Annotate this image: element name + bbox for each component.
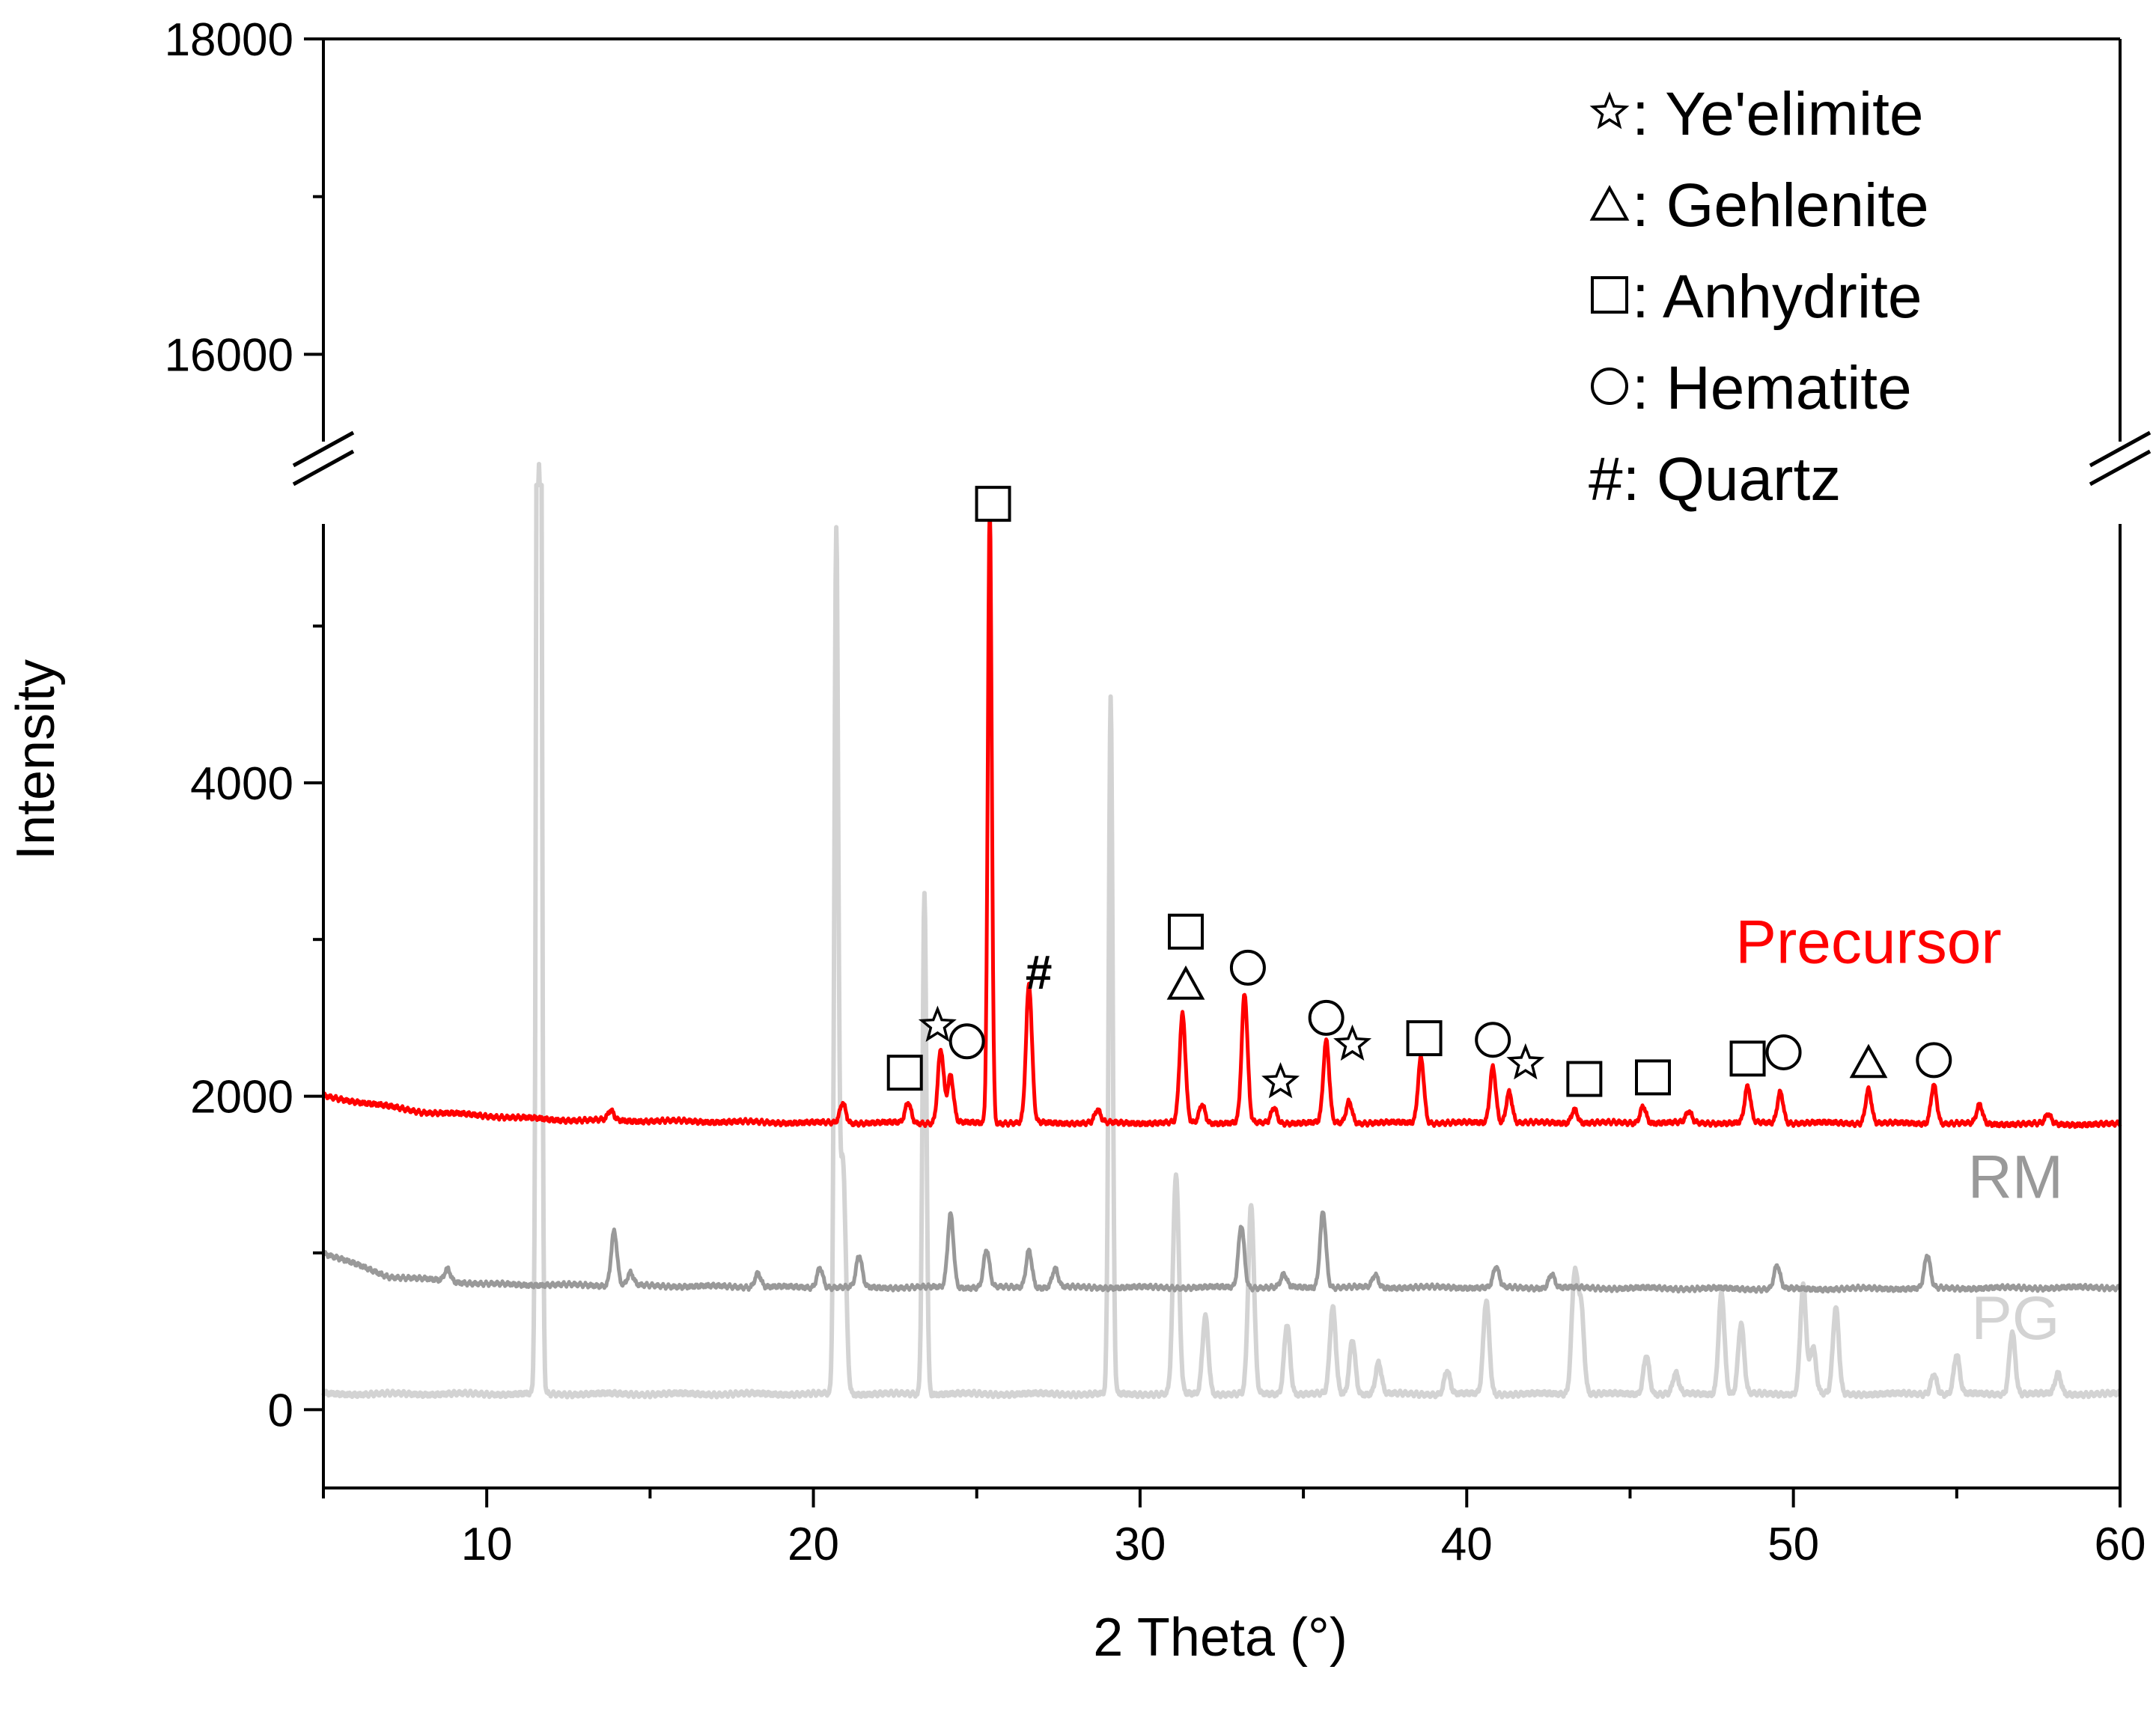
hematite-circle-icon xyxy=(1308,999,1345,1036)
yeelimite-star-icon xyxy=(1506,1043,1545,1080)
series-label-pg: PG xyxy=(1971,1284,2059,1353)
peak-annotations: # xyxy=(886,486,1952,1099)
axes: 10 20 30 40 50 60 0 2000 4000 16000 18000 xyxy=(165,14,2152,1570)
legend-square-icon xyxy=(1591,276,1628,314)
quartz-hash-icon: # xyxy=(1026,945,1053,999)
series-line-pg xyxy=(321,462,2122,1400)
series-label-rm: RM xyxy=(1968,1144,2064,1212)
legend-star-icon xyxy=(1589,91,1630,129)
legend-entry-circle: : Hematite xyxy=(1632,354,1912,422)
series-line-rm xyxy=(322,1210,2122,1294)
anhydrite-square-icon xyxy=(1566,1061,1603,1097)
hematite-circle-icon xyxy=(1475,1022,1511,1058)
series-line-precursor xyxy=(322,502,2122,1129)
gehlenite-triangle-icon xyxy=(1166,965,1205,1000)
hematite-circle-icon xyxy=(1229,949,1266,986)
y-tick-label: 0 xyxy=(268,1385,293,1436)
anhydrite-square-icon xyxy=(1406,1020,1443,1057)
legend: : Ye'elimite : Gehlenite : Anhydrite : Hema… xyxy=(1589,80,1929,513)
hematite-circle-icon xyxy=(1765,1034,1802,1070)
y-tick-label: 16000 xyxy=(165,329,293,381)
legend-circle-icon xyxy=(1591,368,1628,405)
x-tick-label: 20 xyxy=(788,1519,839,1570)
axis-break-mark xyxy=(292,430,355,468)
axis-break-mark xyxy=(292,449,355,487)
yeelimite-star-icon xyxy=(918,1005,957,1042)
series-label-precursor: Precursor xyxy=(1735,909,2001,977)
axis-break-mark xyxy=(2089,449,2152,487)
legend-entry-square: : Anhydrite xyxy=(1632,263,1922,331)
y-tick-label: 4000 xyxy=(190,758,293,810)
axis-break-mark xyxy=(2089,430,2152,468)
legend-entry-triangle: : Gehlenite xyxy=(1632,171,1929,240)
anhydrite-square-icon xyxy=(1729,1040,1766,1077)
series-layer xyxy=(321,462,2122,1400)
gehlenite-triangle-icon xyxy=(1849,1043,1888,1079)
x-tick-label: 30 xyxy=(1114,1519,1166,1570)
y-tick-label: 2000 xyxy=(190,1072,293,1123)
anhydrite-square-icon xyxy=(975,486,1011,522)
y-axis-title: Intensity xyxy=(6,659,66,860)
x-axis-title: 2 Theta (°) xyxy=(1093,1608,1348,1668)
legend-entry-star: : Ye'elimite xyxy=(1632,80,1923,148)
yeelimite-star-icon xyxy=(1261,1061,1300,1099)
x-tick-label: 40 xyxy=(1441,1519,1493,1570)
hematite-circle-icon xyxy=(1916,1042,1952,1079)
x-tick-label: 60 xyxy=(2095,1519,2146,1570)
x-tick-label: 50 xyxy=(1767,1519,1819,1570)
yeelimite-star-icon xyxy=(1333,1024,1372,1061)
x-tick-label: 10 xyxy=(461,1519,513,1570)
anhydrite-square-icon xyxy=(886,1055,923,1091)
y-tick-label: 18000 xyxy=(165,14,293,66)
hematite-circle-icon xyxy=(948,1023,985,1060)
legend-triangle-icon xyxy=(1589,185,1630,221)
series-labels: Precursor RM PG xyxy=(1735,909,2063,1353)
anhydrite-square-icon xyxy=(1168,913,1204,950)
anhydrite-square-icon xyxy=(1635,1059,1671,1096)
legend-entry-quartz: #: Quartz xyxy=(1589,445,1841,513)
